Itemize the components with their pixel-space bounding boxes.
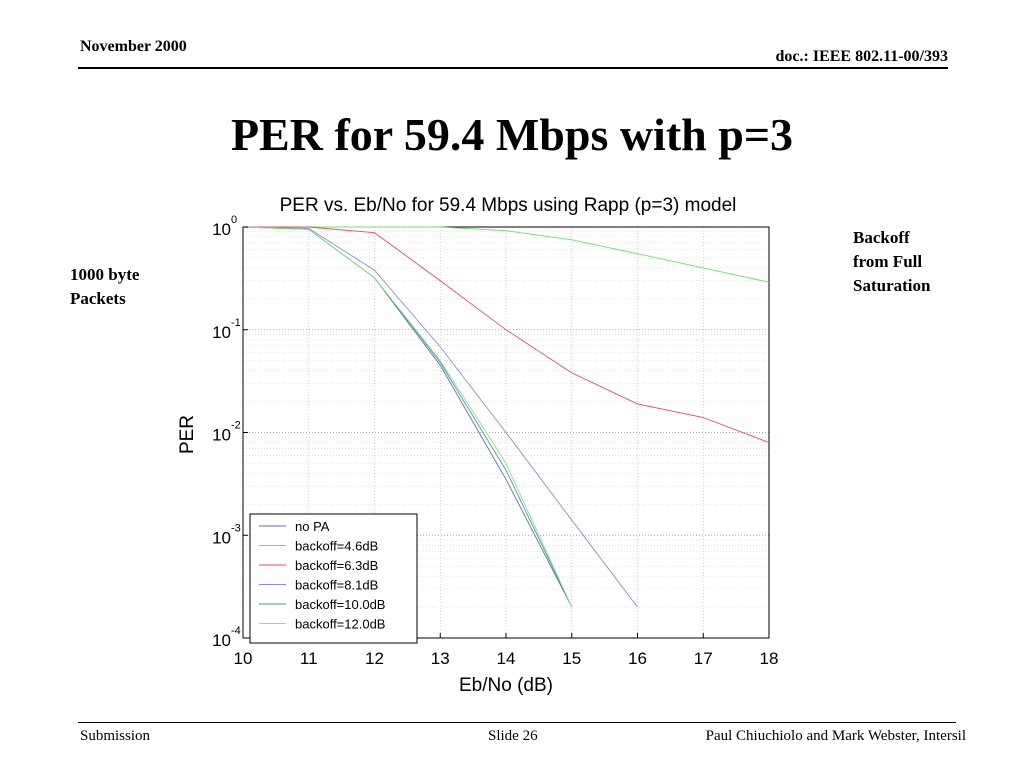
- x-axis-label: Eb/No (dB): [459, 675, 553, 696]
- side-note-right-line-3: Saturation: [853, 276, 931, 295]
- y-tick-base: 10: [212, 323, 231, 342]
- side-note-right-line-2: from Full: [853, 252, 923, 271]
- footer-authors: Paul Chiuchiolo and Mark Webster, Inters…: [705, 728, 966, 744]
- footer-submission: Submission: [80, 728, 151, 744]
- legend-label: no PA: [295, 519, 330, 534]
- legend-label: backoff=6.3dB: [295, 558, 378, 573]
- header-date: November 2000: [80, 38, 187, 55]
- legend-box: [249, 513, 418, 644]
- chart-series: [242, 226, 770, 608]
- x-tick-label: 16: [628, 649, 647, 668]
- x-tick-label: 12: [365, 649, 384, 668]
- chart-legend: no PA backoff=4.6dB backoff=6.3dB backoff=8…: [249, 513, 418, 644]
- y-tick-label: 10 -4: [212, 625, 241, 650]
- side-note-right-line-1: Backoff: [853, 228, 910, 247]
- x-tick-label: 18: [760, 649, 779, 668]
- y-axis-label: PER: [177, 415, 198, 454]
- x-tick-label: 13: [431, 649, 450, 668]
- y-tick-label: 10 -3: [212, 522, 241, 547]
- y-tick-exponent: -4: [231, 625, 241, 637]
- y-tick-label: 10 0: [212, 214, 237, 239]
- y-tick-exponent: 0: [231, 214, 237, 226]
- legend-label: backoff=12.0dB: [295, 617, 385, 632]
- y-tick-base: 10: [212, 426, 231, 445]
- side-note-left: 1000 byte Packets: [70, 263, 139, 311]
- legend-label: backoff=8.1dB: [295, 578, 378, 593]
- legend-label: backoff=10.0dB: [295, 597, 385, 612]
- legend-label: backoff=4.6dB: [295, 539, 378, 554]
- y-tick-base: 10: [212, 220, 231, 239]
- side-note-right: Backoff from Full Saturation: [853, 226, 930, 298]
- footer-divider: [78, 722, 956, 723]
- y-tick-exponent: -1: [231, 317, 241, 329]
- x-tick-label: 15: [562, 649, 581, 668]
- y-tick-base: 10: [212, 631, 231, 650]
- y-tick-label: 10 -1: [212, 317, 241, 342]
- y-tick-label: 10 -2: [212, 420, 241, 445]
- chart-title: PER vs. Eb/No for 59.4 Mbps using Rapp (…: [280, 195, 737, 216]
- series-line-backoff-6-3db: [243, 226, 770, 443]
- side-note-left-line-2: Packets: [70, 289, 126, 308]
- series-line-backoff-4-6db: [243, 226, 770, 283]
- slide-title: PER for 59.4 Mbps with p=3: [230, 109, 794, 160]
- footer-slide-number: Slide 26: [488, 728, 538, 744]
- x-tick-label: 17: [694, 649, 713, 668]
- header-divider: [78, 67, 948, 69]
- x-tick-label: 11: [300, 649, 318, 668]
- y-tick-base: 10: [212, 528, 231, 547]
- x-tick-label: 14: [497, 649, 516, 668]
- x-tick-label: 10: [234, 649, 253, 668]
- y-tick-exponent: -2: [231, 420, 241, 432]
- series-line-backoff-8-1db: [242, 226, 638, 608]
- series-line-backoff-12-0db: [242, 226, 573, 608]
- y-tick-exponent: -3: [231, 522, 241, 534]
- header-doc-id: doc.: IEEE 802.11-00/393: [775, 48, 948, 65]
- side-note-left-line-1: 1000 byte: [70, 265, 140, 284]
